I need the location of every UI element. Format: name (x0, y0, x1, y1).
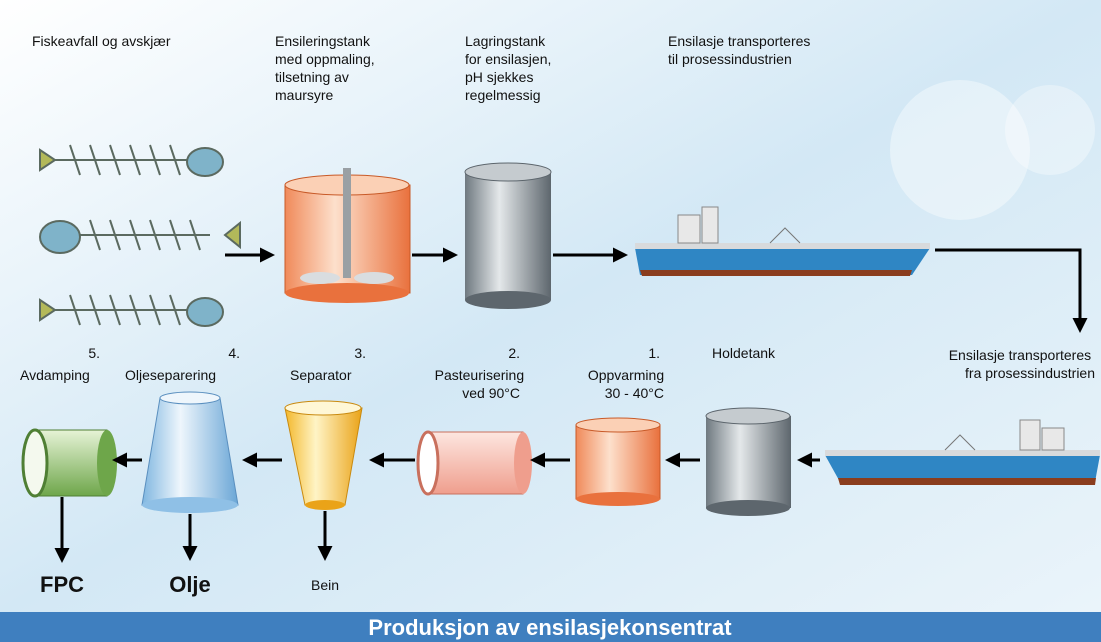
text-line: tilsetning av (275, 69, 349, 85)
ensiling-tank (284, 168, 411, 303)
evaporator (21, 428, 117, 498)
label: Holdetank (712, 345, 776, 361)
footer-title: Produksjon av ensilasjekonsentrat (368, 615, 732, 640)
label: Fiskeavfall og avskjær (32, 33, 171, 49)
step-number: 2. (508, 345, 520, 361)
text-line: med oppmaling, (275, 51, 375, 67)
separator (284, 400, 363, 510)
arrows (225, 247, 1088, 333)
output: FPC (40, 572, 84, 597)
label: Oppvarming 30 - 40°C (588, 367, 668, 401)
text-line: Pasteurisering (435, 367, 525, 383)
label: Ensilasje transporteres til prosessindus… (668, 33, 814, 67)
label: Avdamping (20, 367, 90, 383)
oil-separator (141, 391, 239, 513)
text-line: Lagringstank (465, 33, 546, 49)
text-line: fra prosessindustrien (965, 365, 1095, 381)
label: Ensileringstank med oppmaling, tilsetnin… (275, 33, 379, 103)
step-number: 5. (88, 345, 100, 361)
text-line: Oppvarming (588, 367, 664, 383)
step-number: 3. (354, 345, 366, 361)
text-line: Ensilasje transporteres (949, 347, 1091, 363)
bubble (890, 80, 1030, 220)
pasteurizer (416, 430, 532, 496)
holding-tank (705, 407, 791, 516)
ship (825, 419, 1100, 485)
text-line: ved 90°C (462, 385, 520, 401)
text-line: Ensilasje transporteres (668, 33, 810, 49)
output: Olje (169, 572, 211, 597)
text-line: for ensilasjen, (465, 51, 551, 67)
text-line: regelmessig (465, 87, 540, 103)
text-line: Fiskeavfall og avskjær (32, 33, 171, 49)
label: Lagringstank for ensilasjen, pH sjekkes … (465, 33, 555, 103)
heater (575, 417, 661, 506)
label: Separator (290, 367, 352, 383)
text-line: Ensileringstank (275, 33, 371, 49)
step-number: 4. (228, 345, 240, 361)
step-number: 1. (648, 345, 660, 361)
footer-bar (0, 612, 1101, 642)
text-line: 30 - 40°C (605, 385, 664, 401)
text-line: pH sjekkes (465, 69, 533, 85)
ship (635, 206, 930, 276)
text-line: til prosessindustrien (668, 51, 792, 67)
label: Pasteurisering ved 90°C (435, 367, 528, 401)
bubble (1005, 85, 1095, 175)
arrows (54, 452, 820, 563)
output: Bein (311, 577, 339, 593)
text-line: maursyre (275, 87, 334, 103)
storage-drum (464, 162, 552, 309)
label: Oljeseparering (125, 367, 216, 383)
label: Ensilasje transporteres fra prosessindus… (949, 347, 1095, 381)
fish (39, 144, 241, 327)
